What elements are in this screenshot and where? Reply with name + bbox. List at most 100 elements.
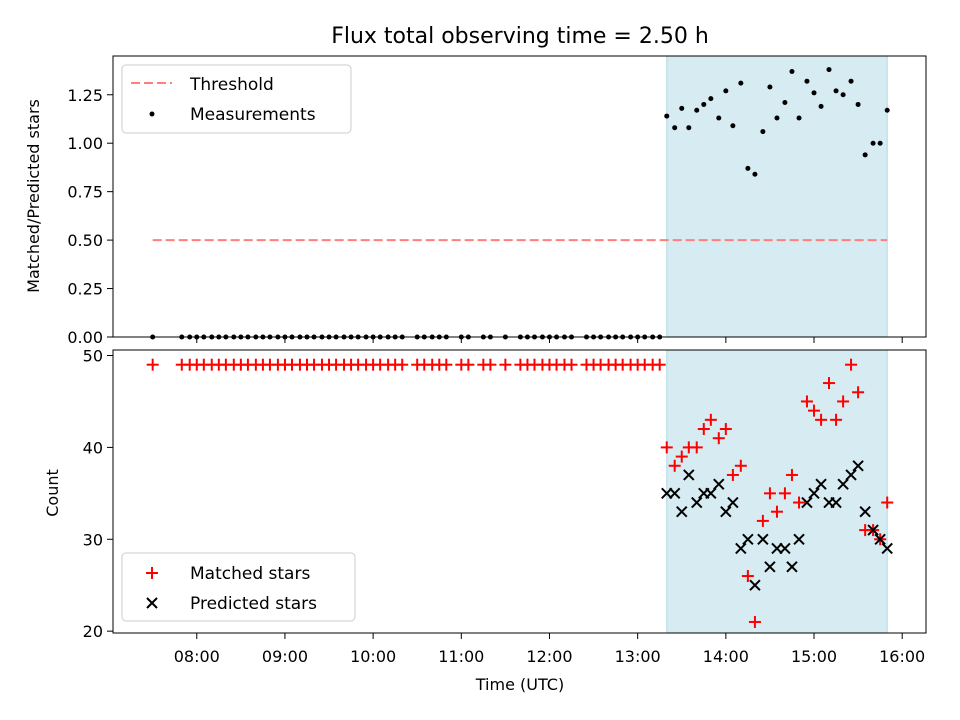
bottom-panel-frame [112,349,927,634]
measurement-point [855,101,861,107]
bottom-y-axis-label: Count [43,469,62,517]
measurement-point [774,115,780,121]
legend-predicted-swatch [146,597,158,609]
matched-star-point [837,395,850,408]
predicted-star-point [793,533,805,545]
matched-star-point [815,413,828,426]
figure-title: Flux total observing time = 2.50 h [331,24,709,49]
predicted-star-point [837,478,849,490]
predicted-star-point [705,487,717,500]
matched-star-point [565,358,578,371]
matched-star-point [823,377,836,390]
measurement-point [752,171,758,177]
top-y-tick-label-3: 0.75 [67,183,103,202]
x-tick-label-6: 14:00 [703,647,749,666]
x-tick-label-3: 11:00 [438,647,484,666]
matched-star-point [660,441,673,454]
measurement-point [826,67,832,73]
measurement-point [679,105,685,111]
matched-star-point [845,358,858,371]
matched-star-point [763,487,776,500]
matched-star-point [462,358,475,371]
predicted-star-point [874,533,886,545]
bottom-legend: Matched stars Predicted stars [121,552,356,622]
bottom-panel: 20 30 40 50 08:00 09:00 10:00 11:00 12:00 13:00 1… [43,347,927,694]
top-y-axis-label: Matched/Predicted stars [24,99,43,293]
matched-star-point [396,358,409,371]
top-panel-frame [112,55,927,338]
matched-star-point [484,358,497,371]
measurement-point [804,78,810,84]
matched-star-point [793,496,806,509]
predicted-star-point [845,469,857,481]
matched-star-point [852,386,865,399]
top-shaded-region [666,55,888,338]
x-tick-label-0: 08:00 [174,647,220,666]
matched-star-point [719,423,732,436]
measurement-point [701,101,707,107]
predicted-star-point [852,460,864,472]
x-tick-label-4: 12:00 [526,647,572,666]
bottom-shaded-region [666,349,888,634]
predicted-star-point [757,533,769,545]
x-axis-label: Time (UTC) [475,675,564,694]
measurement-point [730,123,736,129]
matched-star-point [146,358,159,371]
x-tick-label-7: 15:00 [791,647,837,666]
measurement-point [708,96,714,102]
top-legend: Threshold Measurements [121,64,352,134]
bottom-legend-box [121,552,356,622]
top-y-tick-label-1: 0.25 [67,280,103,299]
predicted-star-point [727,496,739,509]
measurement-point [884,107,890,113]
matched-star-point [756,514,769,527]
matched-star-point [808,404,821,417]
bottom-y-tick-label-0: 20 [83,622,103,641]
bottom-y-tick-label-1: 30 [83,530,103,549]
legend-measurements-label: Measurements [190,105,316,125]
matched-star-point [675,450,688,463]
matched-star-point [726,468,739,481]
predicted-star-point [859,506,871,518]
measurement-point [840,92,846,98]
predicted-star-point [720,506,732,518]
predicted-star-point [691,496,703,509]
predicted-star-point [881,542,893,555]
measurement-point [672,125,678,131]
bottom-y-tick-label-2: 40 [83,438,103,457]
matched-star-point [748,615,761,628]
measurement-point [723,88,729,94]
top-y-tick-label-5: 1.25 [67,86,103,105]
predicted-star-point [779,542,791,555]
matched-star-point [778,487,791,500]
matched-star-point [785,468,798,481]
legend-measurements-swatch [149,111,155,117]
measurement-point [767,84,773,90]
top-legend-box [121,64,352,134]
top-y-tick-label-2: 0.50 [67,231,103,250]
matched-star-point [704,413,717,426]
legend-matched-label: Matched stars [190,564,310,584]
matched-star-point [712,432,725,445]
predicted-star-point [683,469,695,481]
top-panel: 0.00 0.25 0.50 0.75 1.00 1.25 Matched/Predict… [24,55,927,347]
predicted-star-point [808,487,820,500]
measurement-point [745,165,751,171]
x-tick-label-5: 13:00 [615,647,661,666]
predicted-star-point [713,478,725,490]
matched-star-point [734,459,747,472]
measurement-point [686,125,692,131]
measurement-point [833,88,839,94]
legend-predicted-label: Predicted stars [190,594,317,614]
measurement-point [782,100,788,106]
top-y-tick-label-0: 0.00 [67,328,103,347]
legend-threshold-label: Threshold [189,75,274,95]
measurement-point [789,69,795,75]
matched-star-point [770,505,783,518]
measurement-point [694,107,700,113]
predicted-star-point [668,487,681,500]
predicted-star-point [830,496,842,509]
measurement-point [818,103,824,109]
matched-star-point [690,441,703,454]
